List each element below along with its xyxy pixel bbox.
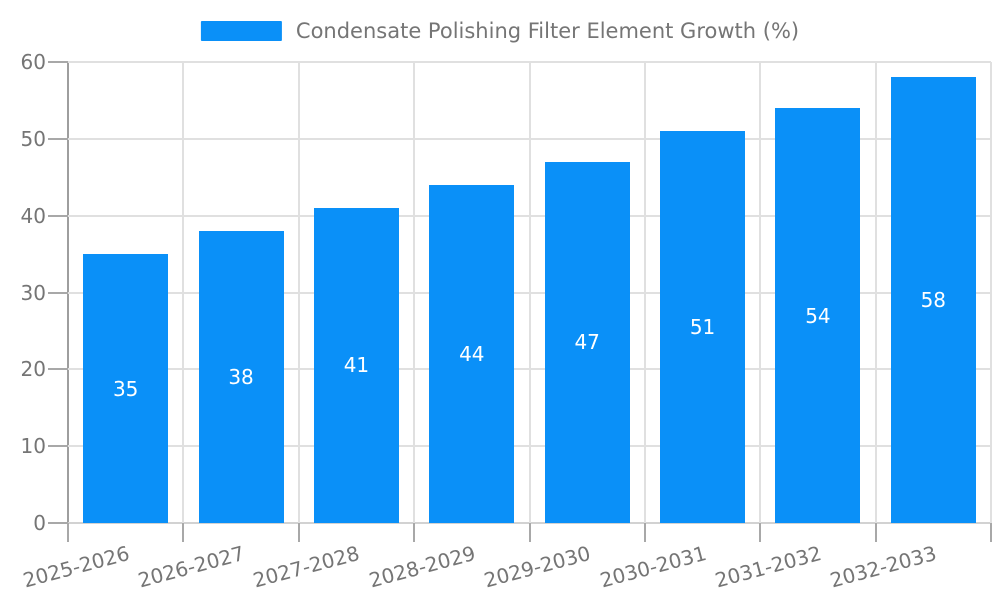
x-axis-tick — [759, 523, 762, 542]
bar: 44 — [429, 184, 515, 523]
y-axis-tick — [48, 214, 68, 217]
x-tick-label: 2029-2030 — [481, 541, 594, 593]
x-tick-label: 2025-2026 — [20, 541, 132, 593]
x-tick-label: 2026-2027 — [135, 541, 248, 593]
y-tick-label: 20 — [20, 357, 46, 382]
bar-value-label: 35 — [112, 376, 139, 401]
gridline-vertical — [990, 62, 992, 523]
bar-value-label: 38 — [228, 365, 254, 390]
bar: 47 — [544, 161, 630, 523]
gridline-vertical — [182, 62, 185, 523]
y-axis-tick — [48, 522, 68, 524]
bar: 58 — [890, 77, 976, 523]
y-axis-line — [67, 62, 69, 542]
y-tick-label: 50 — [20, 126, 46, 151]
plot-area: 35 38 41 44 47 51 54 58 — [68, 61, 992, 524]
y-axis-tick — [48, 368, 68, 371]
x-tick-label: 2030-2031 — [597, 541, 709, 593]
x-axis-tick — [643, 523, 646, 542]
legend-swatch-icon — [200, 21, 282, 41]
bar-value-label: 41 — [343, 353, 370, 378]
y-axis-tick — [48, 61, 68, 63]
x-tick-label: 2031-2032 — [712, 541, 824, 593]
y-tick-label: 30 — [20, 280, 46, 305]
x-tick-label: 2028-2029 — [366, 541, 478, 593]
y-tick-label: 40 — [20, 203, 46, 228]
bar: 41 — [313, 207, 399, 523]
x-axis-tick — [182, 523, 185, 542]
x-tick-label: 2027-2028 — [250, 541, 363, 593]
bar: 54 — [775, 108, 861, 523]
gridline-vertical — [528, 62, 531, 523]
x-axis-tick — [874, 523, 877, 542]
x-axis-tick — [297, 523, 300, 542]
bar-value-label: 54 — [805, 303, 831, 328]
gridline-vertical — [413, 62, 416, 523]
gridline-vertical — [297, 62, 300, 523]
y-tick-label: 10 — [20, 434, 46, 459]
y-axis-tick — [48, 137, 68, 140]
gridline-vertical — [874, 62, 877, 523]
y-tick-label: 60 — [20, 50, 46, 74]
bar-value-label: 44 — [459, 341, 485, 366]
bar: 51 — [660, 131, 746, 523]
y-axis-tick — [48, 445, 68, 448]
legend-label: Condensate Polishing Filter Element Grow… — [295, 19, 800, 43]
x-axis-tick — [67, 523, 69, 542]
bar: 38 — [198, 231, 284, 523]
x-axis-tick — [413, 523, 416, 542]
gridline-vertical — [759, 62, 762, 523]
x-tick-label: 2032-2033 — [827, 541, 940, 593]
x-axis-tick — [528, 523, 531, 542]
chart-legend[interactable]: Condensate Polishing Filter Element Grow… — [200, 19, 800, 43]
gridline-vertical — [643, 62, 646, 523]
bar-value-label: 51 — [689, 315, 716, 340]
x-axis-tick — [990, 523, 992, 542]
y-tick-label: 0 — [33, 511, 46, 535]
bar: 35 — [83, 254, 169, 523]
y-axis-tick — [48, 291, 68, 294]
bar-value-label: 58 — [920, 288, 947, 313]
bar-value-label: 47 — [574, 330, 600, 355]
